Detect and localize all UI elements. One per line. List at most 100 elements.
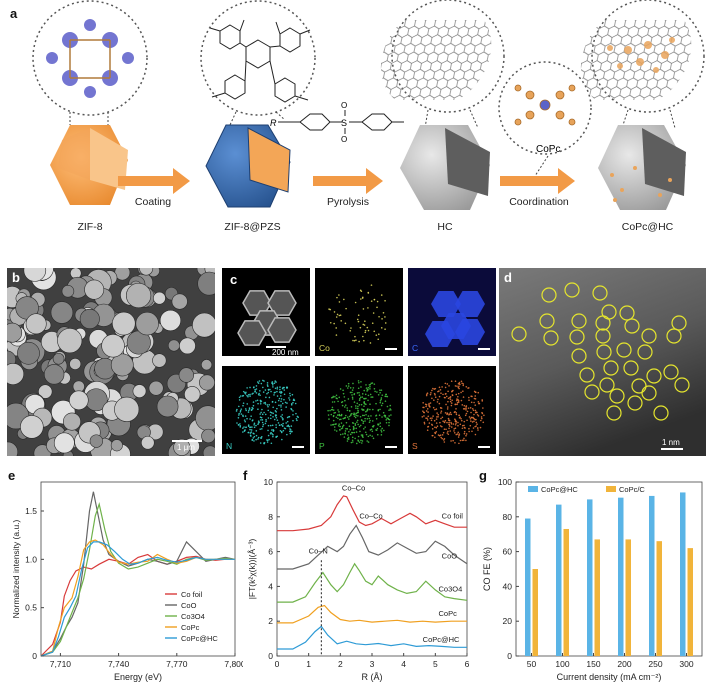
y-tick-label: 0 xyxy=(32,651,37,661)
eds-tile-haadf xyxy=(222,268,310,356)
bar-copc-hc xyxy=(587,499,593,656)
bar-copc-c xyxy=(563,528,569,656)
bar-copc-c xyxy=(594,539,600,656)
series-label: CoPc@HC xyxy=(423,635,460,644)
panel-b-sem-image: b 1 μm xyxy=(7,268,215,456)
annotation-co-co-1: Co–Co xyxy=(342,484,365,493)
legend-swatch xyxy=(606,486,616,492)
panel-a: a xyxy=(0,0,712,262)
legend-label: CoPc@HC xyxy=(541,485,578,494)
eds-tile-s: S xyxy=(408,366,496,454)
panel-d-stem-image: d 1 nm xyxy=(499,268,706,456)
series-label: Co3O4 xyxy=(439,585,463,594)
panel-c-scale: 200 nm xyxy=(272,348,299,357)
x-tick-label: 5 xyxy=(433,659,438,669)
plot-frame xyxy=(276,481,468,657)
stage-zif8-label: ZIF-8 xyxy=(77,221,103,233)
y-tick-label: 60 xyxy=(503,547,513,557)
eds-tile-label-n: N xyxy=(226,441,233,451)
series-label: CoPc xyxy=(439,609,458,618)
bar-copc-c xyxy=(656,541,662,656)
panel-a-label: a xyxy=(10,6,18,21)
x-tick-label: 1 xyxy=(306,659,311,669)
panel-d-label: d xyxy=(504,270,512,285)
x-axis-label: R (Å) xyxy=(362,672,383,682)
eds-tile-label-p: P xyxy=(319,441,325,451)
zif8-crystal xyxy=(50,125,128,205)
series-line-copc xyxy=(277,604,467,624)
series-line-co-foil xyxy=(277,495,467,532)
series-line-coo xyxy=(277,524,468,570)
series-line-copc-hc xyxy=(277,625,467,650)
y-axis-label: Normalized intensity (a.u.) xyxy=(11,519,21,618)
eds-tile-p: P xyxy=(315,366,403,454)
stem-image xyxy=(499,268,706,456)
y-tick-label: 6 xyxy=(268,547,273,557)
panel-c-label: c xyxy=(230,272,238,287)
hc-crystal xyxy=(400,125,490,210)
annotation-co-n: Co–N xyxy=(309,546,328,555)
x-tick-label: 2 xyxy=(338,659,343,669)
bar-copc-c xyxy=(625,539,631,656)
panel-e-xanes-chart: e 7,710 7,740 7,770 7,800 0 0.5 1.0 1.5 Energy (… xyxy=(5,468,243,686)
coordination-arrow xyxy=(500,168,575,194)
x-tick-label: 0 xyxy=(275,659,280,669)
legend-label: CoPc/C xyxy=(619,485,645,494)
xanes-plot: 7,710 7,740 7,770 7,800 0 0.5 1.0 1.5 Energy (eV… xyxy=(11,481,243,682)
plot-frame xyxy=(40,481,236,657)
eds-tile-co: Co xyxy=(315,268,403,356)
x-tick-label: 150 xyxy=(586,659,600,669)
copc-hc-crystal xyxy=(598,125,686,210)
y-tick-label: 0 xyxy=(507,651,512,661)
arrow-coating-label: Coating xyxy=(134,196,172,208)
hc-zoom-circle xyxy=(370,0,505,113)
legend-label: Co foil xyxy=(181,590,203,599)
panel-a-schematic: R S O O xyxy=(32,0,705,210)
y-tick-label: 2 xyxy=(268,616,273,626)
pzs-zoom-circle xyxy=(200,0,316,116)
panel-d-scale: 1 nm xyxy=(662,438,680,447)
bar-copc-hc xyxy=(649,495,655,656)
y-axis-label: |FT(k²χ(k))|(Å⁻³) xyxy=(247,539,257,600)
sem-texture xyxy=(7,268,215,456)
x-tick-label: 4 xyxy=(401,659,406,669)
legend-label: Co3O4 xyxy=(181,612,205,621)
legend-swatch xyxy=(528,486,538,492)
arrow-coordination-label: Coordination xyxy=(509,196,569,208)
eds-tile-n: N xyxy=(222,366,310,454)
bar-copc-c xyxy=(532,569,538,656)
x-tick-label: 250 xyxy=(648,659,662,669)
y-tick-label: 10 xyxy=(264,477,274,487)
so2-o-top: O xyxy=(341,101,347,110)
x-tick-label: 3 xyxy=(370,659,375,669)
pyrolysis-arrow xyxy=(313,168,383,194)
stage-hc-label: HC xyxy=(437,221,453,233)
series-line-coo xyxy=(40,491,236,657)
legend-label: CoPc xyxy=(181,623,200,632)
bar-copc-hc xyxy=(680,492,686,656)
series-label: CoO xyxy=(442,552,458,561)
fe-bar-plot: 0 20 40 60 80 100 50 100 150 200 250 300 CoPc@HC CoPc… xyxy=(482,477,703,682)
bar-copc-hc xyxy=(556,504,562,656)
stage-copc-hc-label: CoPc@HC xyxy=(621,221,674,233)
y-tick-label: 100 xyxy=(498,477,512,487)
eds-tile-label-co: Co xyxy=(319,343,330,353)
bar-copc-c xyxy=(687,548,693,656)
panel-b-label: b xyxy=(12,270,20,285)
y-tick-label: 1.5 xyxy=(25,506,37,516)
x-tick-label: 50 xyxy=(527,659,537,669)
panel-e-label: e xyxy=(8,468,16,483)
panel-g-label: g xyxy=(479,468,487,483)
panel-f-label: f xyxy=(243,468,248,483)
legend-label: CoO xyxy=(181,601,197,610)
legend-label: CoPc@HC xyxy=(181,634,218,643)
copc-zoom-circle xyxy=(498,61,592,155)
bar-copc-hc xyxy=(525,518,531,656)
arrow-pyrolysis-label: Pyrolysis xyxy=(326,196,369,208)
y-tick-label: 4 xyxy=(268,581,273,591)
series-line-copc-hc xyxy=(40,541,235,657)
x-axis-label: Energy (eV) xyxy=(114,672,162,682)
y-tick-label: 20 xyxy=(503,616,513,626)
zif8-zoom-circle xyxy=(32,0,148,116)
x-tick-label: 7,770 xyxy=(166,659,188,669)
